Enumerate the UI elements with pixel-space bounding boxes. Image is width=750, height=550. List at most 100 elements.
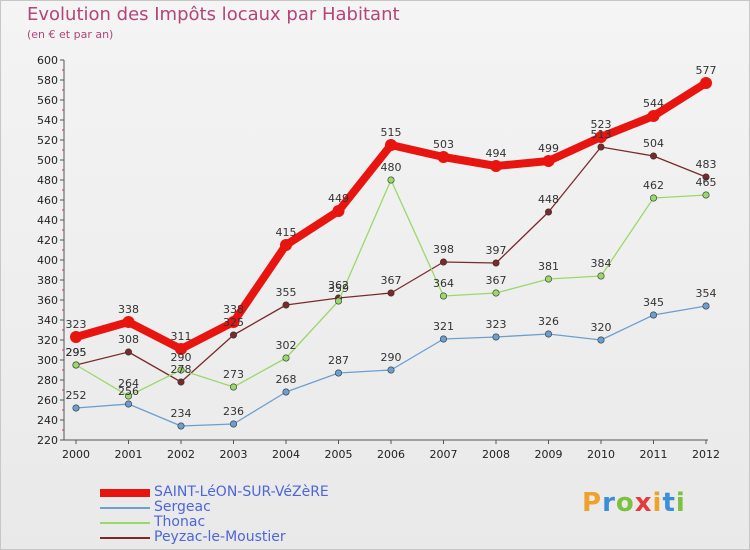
data-point xyxy=(492,333,500,341)
data-point xyxy=(702,302,710,310)
data-point xyxy=(387,289,395,297)
x-tick-label: 2000 xyxy=(62,448,90,461)
legend-item: SAINT-LéON-SUR-VéZèRE xyxy=(100,484,329,500)
y-tick-label: 600 xyxy=(37,54,58,67)
data-point xyxy=(544,208,552,216)
x-tick-label: 2011 xyxy=(640,448,668,461)
legend-item: Thonac xyxy=(100,514,329,530)
data-label: 354 xyxy=(696,287,717,300)
data-point xyxy=(230,383,238,391)
data-point xyxy=(334,369,342,377)
y-tick-label: 560 xyxy=(37,94,58,107)
data-label: 415 xyxy=(276,226,297,239)
data-label: 367 xyxy=(381,274,402,287)
data-point xyxy=(700,77,712,89)
y-tick-label: 240 xyxy=(37,414,58,427)
data-label: 290 xyxy=(171,351,192,364)
data-point xyxy=(490,160,502,172)
data-point xyxy=(597,336,605,344)
data-point xyxy=(702,173,710,181)
data-label: 295 xyxy=(66,346,87,359)
data-point xyxy=(125,392,133,400)
data-point xyxy=(647,110,660,122)
data-label: 256 xyxy=(118,385,139,398)
proxiti-logo: Proxiti xyxy=(582,488,686,518)
data-label: 462 xyxy=(643,179,664,192)
y-tick-label: 220 xyxy=(37,434,58,447)
data-label: 515 xyxy=(381,126,402,139)
data-point xyxy=(334,297,342,305)
x-tick-label: 2007 xyxy=(430,448,458,461)
data-point xyxy=(544,275,552,283)
data-label: 326 xyxy=(538,315,559,328)
data-label: 273 xyxy=(223,368,244,381)
y-tick-label: 300 xyxy=(37,354,58,367)
x-tick-label: 2001 xyxy=(115,448,143,461)
data-point xyxy=(649,311,657,319)
data-label: 338 xyxy=(223,303,244,316)
data-label: 523 xyxy=(591,118,612,131)
legend-swatch xyxy=(100,488,150,497)
x-tick-label: 2010 xyxy=(587,448,615,461)
chart-legend: SAINT-LéON-SUR-VéZèRE Sergeac Thonac Peyzac… xyxy=(100,484,329,545)
y-tick-label: 400 xyxy=(37,254,58,267)
legend-swatch xyxy=(100,506,150,509)
data-label: 345 xyxy=(643,296,664,309)
data-point xyxy=(227,316,240,328)
legend-label: SAINT-LéON-SUR-VéZèRE xyxy=(154,484,329,500)
data-point xyxy=(649,194,657,202)
x-tick-label: 2009 xyxy=(535,448,563,461)
data-label: 355 xyxy=(276,286,297,299)
y-tick-label: 540 xyxy=(37,114,58,127)
data-label: 465 xyxy=(696,176,717,189)
data-point xyxy=(72,404,80,412)
data-point xyxy=(439,335,447,343)
data-label: 338 xyxy=(118,303,139,316)
data-point xyxy=(544,330,552,338)
data-label: 287 xyxy=(328,354,349,367)
data-label: 499 xyxy=(538,142,559,155)
data-label: 362 xyxy=(328,279,349,292)
y-tick-label: 580 xyxy=(37,74,58,87)
legend-item: Peyzac-le-Moustier xyxy=(100,529,329,545)
chart-subtitle: (en € et par an) xyxy=(27,28,114,41)
data-label: 449 xyxy=(328,192,349,205)
data-label: 320 xyxy=(591,321,612,334)
data-label: 381 xyxy=(538,260,559,273)
data-label: 503 xyxy=(433,138,454,151)
logo-letter: r xyxy=(602,488,616,518)
data-label: 359 xyxy=(328,282,349,295)
data-label: 290 xyxy=(381,351,402,364)
data-point xyxy=(177,378,185,386)
data-label: 278 xyxy=(171,363,192,376)
data-point xyxy=(649,152,657,160)
data-label: 384 xyxy=(591,257,612,270)
data-label: 367 xyxy=(486,274,507,287)
data-label: 398 xyxy=(433,243,454,256)
data-label: 325 xyxy=(223,316,244,329)
data-point xyxy=(177,366,185,374)
y-tick-label: 460 xyxy=(37,194,58,207)
y-tick-label: 520 xyxy=(37,134,58,147)
y-tick-label: 440 xyxy=(37,214,58,227)
x-tick-label: 2005 xyxy=(325,448,353,461)
data-point xyxy=(72,361,80,369)
data-point xyxy=(437,151,450,163)
x-tick-label: 2006 xyxy=(377,448,405,461)
data-label: 397 xyxy=(486,244,507,257)
chart-title: Evolution des Impôts locaux par Habitant xyxy=(27,4,400,25)
y-tick-label: 500 xyxy=(37,154,58,167)
y-tick-label: 260 xyxy=(37,394,58,407)
y-tick-label: 480 xyxy=(37,174,58,187)
logo-letter: i xyxy=(652,488,663,518)
logo-letter: t xyxy=(662,488,676,518)
data-label: 494 xyxy=(486,147,507,160)
data-point xyxy=(230,331,238,339)
data-point xyxy=(492,289,500,297)
x-tick-label: 2004 xyxy=(272,448,300,461)
data-label: 321 xyxy=(433,320,454,333)
data-label: 323 xyxy=(486,318,507,331)
legend-swatch xyxy=(100,536,150,539)
data-label: 252 xyxy=(66,389,87,402)
